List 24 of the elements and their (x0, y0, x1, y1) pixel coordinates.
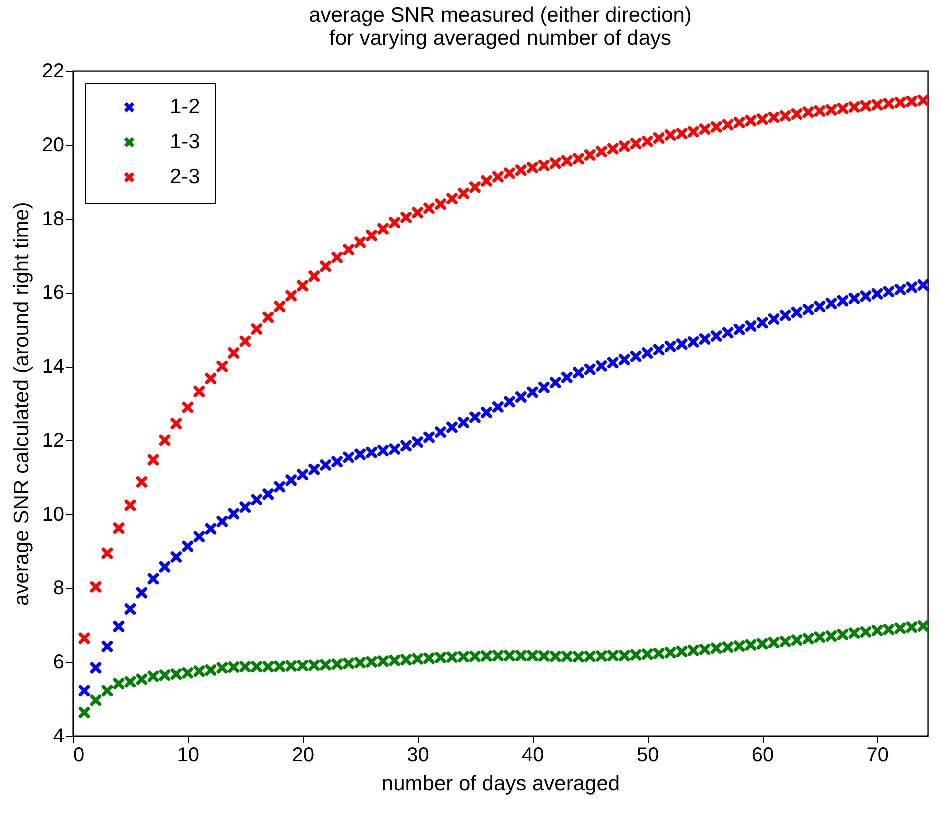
x-tick-label: 20 (292, 744, 314, 766)
x-tick-label: 40 (522, 744, 544, 766)
y-tick-label: 12 (42, 430, 64, 452)
legend-label: 1-3 (170, 130, 200, 154)
x-tick-label: 50 (636, 744, 660, 766)
legend-label: 1-2 (170, 96, 200, 118)
chart-title: average SNR measured (either direction) for varying averaged number of days (309, 4, 692, 50)
x-tick-label: 30 (407, 744, 430, 766)
y-tick-label: 14 (42, 356, 64, 378)
x-tick-label: 10 (177, 744, 200, 766)
legend-label: 2-3 (170, 166, 200, 188)
x-tick-label: 70 (866, 744, 890, 766)
y-tick-label: 8 (53, 578, 64, 600)
y-tick-label: 6 (53, 652, 64, 674)
y-tick-label: 18 (42, 208, 64, 230)
y-tick-label: 22 (42, 60, 64, 82)
x-tick-label: 60 (752, 744, 774, 766)
x-axis-title: number of days averaged (382, 772, 620, 796)
y-tick-label: 10 (42, 504, 64, 526)
x-tick-label: 0 (74, 744, 85, 766)
y-tick-label: 4 (53, 726, 64, 748)
y-axis-title: average SNR calculated (around right time) (10, 202, 34, 606)
y-tick-label: 20 (42, 134, 64, 156)
y-tick-label: 16 (42, 282, 64, 304)
